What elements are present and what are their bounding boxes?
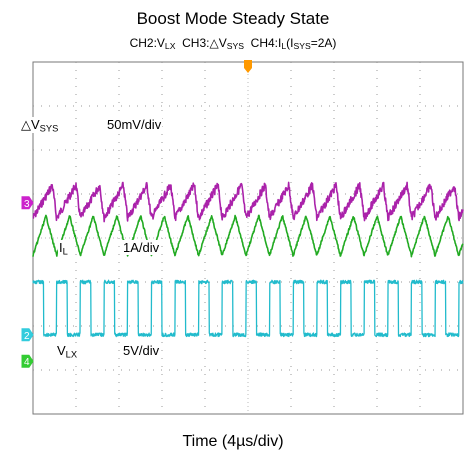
channel-marker-label-4: 4 xyxy=(24,357,30,368)
vsys-scale-annotation: 50mV/div xyxy=(106,117,163,132)
ch3-label: CH3:△VSYS xyxy=(182,36,244,52)
channel-marker-label-3: 3 xyxy=(24,199,30,210)
il-scale-annotation: 1A/div xyxy=(122,240,161,255)
ch2-label: CH2:VLX xyxy=(129,36,176,52)
channel-marker-4 xyxy=(21,354,34,368)
il-annotation: IL xyxy=(58,240,69,257)
vlx-annotation: VLX xyxy=(56,343,79,360)
ch4-label: CH4:IL(ISYS=2A) xyxy=(250,36,337,52)
channel-marker-label-2: 2 xyxy=(24,331,30,342)
series-line-ch4 xyxy=(32,214,464,258)
series-line-ch2 xyxy=(32,279,464,338)
series-line-ch3 xyxy=(32,181,464,223)
channel-marker-2 xyxy=(21,328,34,342)
vlx-scale-annotation: 5V/div xyxy=(122,343,161,358)
x-axis-label: Time (4µs/div) xyxy=(182,433,284,450)
channel-marker-3 xyxy=(21,196,34,210)
vsys-annotation: △VSYS xyxy=(20,117,60,134)
chart-subtitle: CH2:VLX CH3:△VSYS CH4:IL(ISYS=2A) xyxy=(0,36,466,51)
trigger-marker-icon xyxy=(244,60,252,73)
chart-title: Boost Mode Steady State xyxy=(136,9,330,28)
